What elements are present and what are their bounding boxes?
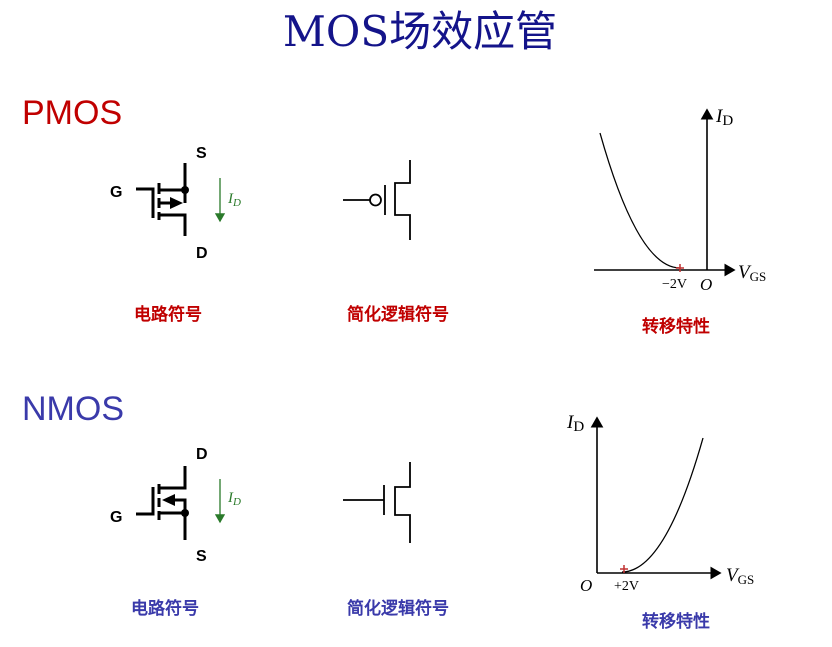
threshold-marker	[676, 264, 684, 272]
nmos-caption-circuit: 电路符号	[131, 598, 199, 619]
pmos-heading: PMOS	[22, 94, 122, 132]
nmos-caption-logic: 简化逻辑符号	[347, 598, 449, 619]
pmos-transfer-graph: ID VGS O −2V	[594, 106, 766, 294]
nmos-current-label: ID	[227, 490, 241, 508]
arrow-icon	[162, 494, 175, 506]
nmos-drain-label: D	[196, 446, 208, 463]
svg-text:+2V: +2V	[614, 579, 639, 594]
nmos-circuit-symbol	[136, 466, 189, 540]
pmos-gate-label: G	[110, 184, 122, 201]
threshold-marker	[620, 565, 628, 573]
nmos-transfer-graph: ID VGS O +2V	[566, 412, 754, 595]
svg-text:VGS: VGS	[726, 565, 754, 587]
pmos-drain-label: D	[196, 245, 208, 262]
nmos-curve	[621, 437, 704, 573]
pmos-logic-symbol	[343, 160, 411, 240]
pmos-curve	[599, 132, 681, 269]
svg-text:ID: ID	[566, 412, 584, 435]
pmos-current-label: ID	[227, 191, 241, 209]
arrow-icon	[170, 197, 183, 209]
nmos-logic-symbol	[343, 462, 411, 543]
nmos-gate-label: G	[110, 509, 122, 526]
page-title: MOS场效应管	[283, 7, 557, 56]
nmos-heading: NMOS	[22, 390, 124, 428]
svg-text:ID: ID	[715, 106, 733, 129]
pmos-circuit-symbol	[136, 163, 189, 236]
svg-text:O: O	[580, 576, 592, 595]
pmos-caption-circuit: 电路符号	[134, 304, 202, 325]
svg-text:O: O	[700, 275, 712, 294]
svg-text:−2V: −2V	[662, 277, 687, 292]
nmos-caption-transfer: 转移特性	[642, 611, 710, 632]
pmos-source-label: S	[196, 145, 207, 162]
nmos-source-label: S	[196, 548, 207, 565]
svg-text:VGS: VGS	[738, 262, 766, 284]
pmos-caption-transfer: 转移特性	[642, 316, 710, 337]
pmos-caption-logic: 简化逻辑符号	[347, 304, 449, 325]
